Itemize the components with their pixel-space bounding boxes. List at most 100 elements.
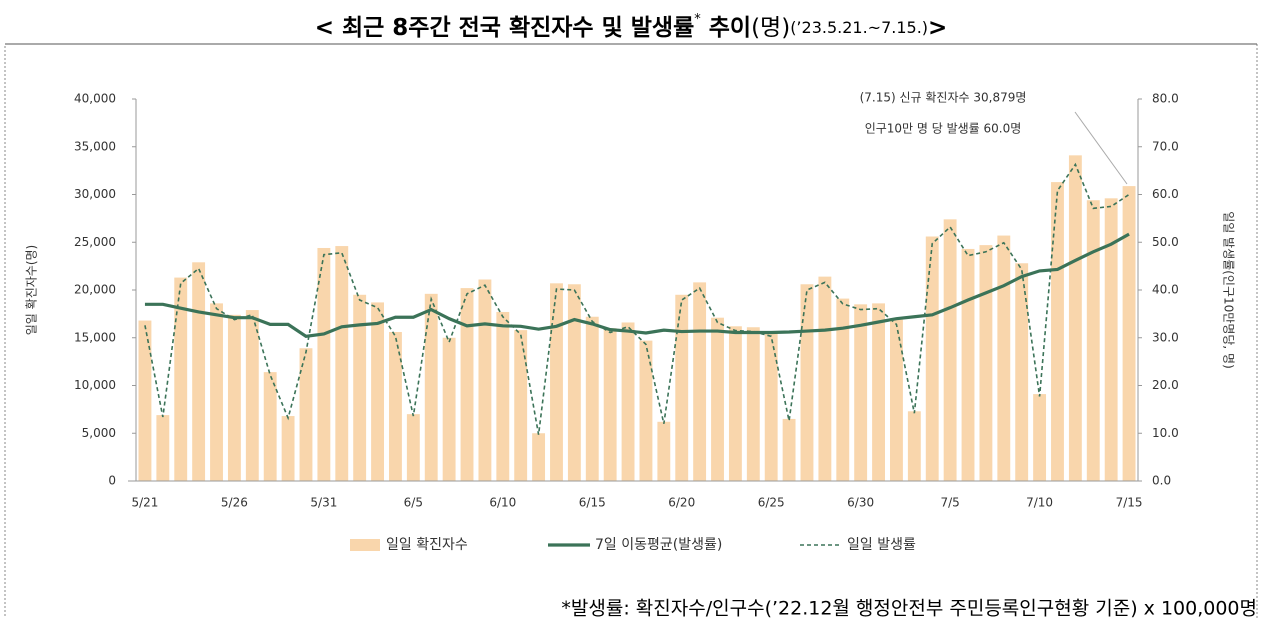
bar xyxy=(514,330,528,481)
y-tick-label: 40,000 xyxy=(74,92,116,106)
title-period: (’23.5.21.~7.15.) xyxy=(790,18,928,37)
bar xyxy=(550,283,563,481)
bar xyxy=(943,219,957,481)
bar xyxy=(979,245,993,481)
bar xyxy=(1033,394,1047,481)
y-tick-label: 10,000 xyxy=(74,378,116,392)
x-tick-label: 5/21 xyxy=(131,496,158,510)
bar xyxy=(389,332,402,481)
title-text: > xyxy=(928,15,947,41)
bar xyxy=(156,415,170,481)
x-tick-label: 7/10 xyxy=(1026,496,1053,510)
bar xyxy=(782,418,796,481)
bar xyxy=(585,316,599,481)
bar xyxy=(478,279,492,481)
legend-swatch xyxy=(350,539,380,551)
x-tick-label: 6/5 xyxy=(404,496,423,510)
bar xyxy=(263,372,277,481)
y-tick-label: 35,000 xyxy=(74,139,116,153)
bar xyxy=(818,276,832,481)
bar xyxy=(961,248,975,481)
y2-axis-label: 일일 발생률(인구10만명당, 명) xyxy=(1222,211,1236,369)
bar xyxy=(675,294,689,481)
bar xyxy=(711,317,724,481)
x-tick-label: 5/31 xyxy=(310,496,337,510)
bar xyxy=(442,337,456,481)
bar xyxy=(353,294,367,481)
bar xyxy=(335,246,349,481)
y2-tick-label: 10.0 xyxy=(1152,426,1179,440)
bar xyxy=(836,298,850,481)
bar xyxy=(746,327,760,481)
legend-label: 일일 확진자수 xyxy=(386,537,468,553)
y-tick-label: 0 xyxy=(108,474,116,488)
y2-tick-label: 40.0 xyxy=(1152,283,1179,297)
y2-tick-label: 50.0 xyxy=(1152,235,1179,249)
bar xyxy=(227,314,241,481)
bar xyxy=(907,411,921,481)
bar xyxy=(603,328,617,481)
bar xyxy=(406,414,420,481)
legend-label: 7일 이동평균(발생률) xyxy=(595,537,722,553)
bar xyxy=(1104,198,1118,481)
annotation: 인구10만 명 당 발생률 60.0명 xyxy=(865,122,1022,136)
line xyxy=(144,162,1130,435)
bar xyxy=(925,236,939,481)
title-text: 추이 xyxy=(709,15,751,41)
bar xyxy=(1122,186,1136,482)
bar xyxy=(997,235,1011,481)
bar xyxy=(639,340,653,481)
bar xyxy=(872,303,885,481)
bar xyxy=(317,247,331,481)
x-tick-label: 6/10 xyxy=(489,496,516,510)
legend-label: 일일 발생률 xyxy=(847,537,916,553)
bar xyxy=(192,262,206,481)
y-axis-label: 일일 확진자수(명) xyxy=(25,245,39,335)
bar xyxy=(693,282,707,481)
y2-tick-label: 60.0 xyxy=(1152,187,1179,201)
bar xyxy=(138,320,152,481)
chart-title: < 최근 8주간 전국 확진자수 및 발생률* 추이(명)(’23.5.21.~7… xyxy=(315,12,948,41)
bar xyxy=(1086,200,1100,482)
x-tick-label: 5/26 xyxy=(221,496,248,510)
footnote: *발생률: 확진자수/인구수(’22.12월 행정안전부 주민등록인구현황 기준… xyxy=(561,598,1257,618)
y2-tick-label: 0.0 xyxy=(1152,474,1171,488)
bar xyxy=(460,288,474,481)
bar xyxy=(299,348,313,481)
y2-tick-label: 30.0 xyxy=(1152,330,1179,344)
annotation-leader xyxy=(1074,111,1128,185)
annotation: (7.15) 신규 확진자수 30,879명 xyxy=(860,91,1027,105)
bar xyxy=(621,322,635,481)
bar xyxy=(1068,155,1082,481)
x-tick-label: 7/5 xyxy=(940,496,959,510)
x-tick-label: 6/30 xyxy=(847,496,874,510)
bar xyxy=(657,421,671,481)
y-tick-label: 30,000 xyxy=(74,187,116,201)
x-tick-label: 7/15 xyxy=(1116,496,1143,510)
y2-tick-label: 20.0 xyxy=(1152,378,1179,392)
x-tick-label: 6/15 xyxy=(579,496,606,510)
bar xyxy=(424,293,438,481)
bar xyxy=(1015,263,1029,481)
bar xyxy=(245,310,259,481)
y-tick-label: 15,000 xyxy=(74,330,116,344)
y2-tick-label: 70.0 xyxy=(1152,139,1179,153)
bar xyxy=(728,326,742,481)
y-tick-label: 5,000 xyxy=(82,426,116,440)
bar xyxy=(800,284,814,481)
y-tick-label: 25,000 xyxy=(74,235,116,249)
bar xyxy=(567,284,581,481)
bar xyxy=(890,319,903,481)
bar xyxy=(764,332,778,481)
x-tick-label: 6/25 xyxy=(758,496,785,510)
bar xyxy=(281,416,295,481)
bar xyxy=(532,433,546,481)
title-unit: (명) xyxy=(751,15,790,41)
bar xyxy=(371,302,384,481)
y2-tick-label: 80.0 xyxy=(1152,92,1179,106)
title-text: < 최근 8주간 전국 확진자수 및 발생률 xyxy=(315,15,695,41)
bar xyxy=(174,277,188,481)
x-tick-label: 6/20 xyxy=(668,496,695,510)
